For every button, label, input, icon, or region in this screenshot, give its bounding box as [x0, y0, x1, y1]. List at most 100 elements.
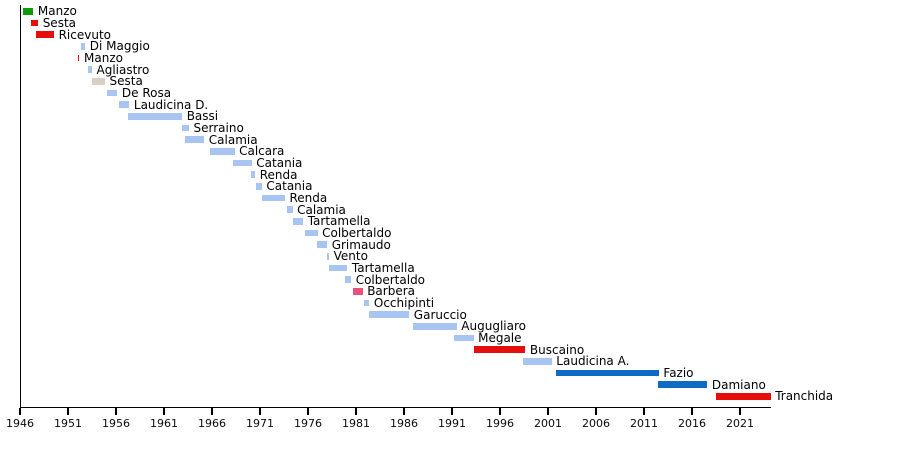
- y-axis-line: [20, 5, 22, 408]
- timeline-bar-calcara: [210, 148, 235, 155]
- x-axis-tick: [691, 408, 693, 415]
- timeline-bar-ricevuto: [35, 31, 54, 38]
- timeline-bar-label: Damiano: [711, 377, 766, 392]
- timeline-bar-label: Manzo: [84, 50, 123, 65]
- timeline-bar-sesta: [31, 19, 39, 27]
- x-axis-tick: [403, 408, 405, 415]
- timeline-bar-label: Ricevuto: [58, 27, 111, 42]
- x-axis-tick: [115, 408, 117, 415]
- timeline-bar-label: Occhipinti: [373, 296, 435, 310]
- x-axis-tick-label: 2011: [630, 417, 658, 431]
- x-axis-tick-label: 1946: [6, 417, 34, 431]
- timeline-bar-laudicina-a-: [523, 358, 552, 365]
- timeline-bar-renda: [261, 194, 285, 202]
- timeline-bar-vento: [327, 253, 330, 260]
- x-axis-tick: [163, 408, 165, 415]
- timeline-bar-label: Calamia: [297, 202, 346, 217]
- timeline-bar-renda: [250, 171, 256, 178]
- timeline-bar-buscaino: [474, 346, 526, 353]
- timeline-bar-colbertaldo: [305, 229, 318, 237]
- timeline-bar-garuccio: [369, 311, 410, 318]
- timeline-bar-label: Tranchida: [775, 389, 834, 404]
- x-axis-tick-label: 1996: [486, 417, 514, 431]
- x-axis-tick-label: 1981: [342, 417, 370, 431]
- timeline-bar-sesta: [92, 78, 105, 85]
- timeline-bar-tartamella: [329, 264, 348, 272]
- timeline-bar-label: Bassi: [186, 109, 219, 124]
- timeline-bar-label: Di Maggio: [89, 39, 150, 54]
- timeline-bar-laudicina-d-: [118, 101, 130, 108]
- timeline-bar-label: Garuccio: [413, 307, 467, 322]
- timeline-bar-occhipinti: [363, 299, 370, 307]
- x-axis-tick: [307, 408, 309, 415]
- x-axis-tick: [595, 408, 597, 415]
- timeline-bar-megale: [453, 334, 474, 342]
- x-axis-tick-label: 2016: [678, 417, 706, 431]
- x-axis-tick-label: 2021: [726, 417, 754, 431]
- timeline-bar-label: Calcara: [239, 144, 285, 159]
- x-axis-tick-label: 1976: [294, 417, 322, 431]
- timeline-bar-label: Colbertaldo: [322, 226, 392, 240]
- x-axis-tick-label: 1951: [54, 417, 82, 431]
- x-axis-tick-label: 1966: [198, 417, 226, 431]
- x-axis-tick: [67, 408, 69, 415]
- x-axis-tick: [451, 408, 453, 415]
- timeline-bar-bassi: [128, 113, 183, 120]
- x-axis-tick-label: 1961: [150, 417, 178, 431]
- timeline-bar-label: Tartamella: [307, 214, 371, 229]
- timeline-bar-serraino: [182, 124, 189, 132]
- timeline-bar-label: Vento: [333, 249, 368, 264]
- timeline-bar-de-rosa: [107, 89, 118, 97]
- x-axis-tick: [355, 408, 357, 415]
- timeline-bar-fazio: [556, 369, 659, 377]
- timeline-bar-label: Renda: [259, 167, 298, 182]
- timeline-bar-label: De Rosa: [121, 85, 172, 100]
- timeline-bar-damiano: [657, 381, 708, 388]
- timeline-bar-label: Renda: [289, 191, 328, 205]
- timeline-bar-tranchida: [716, 393, 771, 400]
- x-axis-line: [20, 406, 771, 408]
- timeline-bar-label: Catania: [256, 156, 303, 170]
- timeline-bar-manzo: [23, 8, 34, 15]
- x-axis-tick: [739, 408, 741, 415]
- x-axis-tick-label: 1971: [246, 417, 274, 431]
- timeline-bar-agliastro: [88, 66, 92, 73]
- x-axis-tick: [499, 408, 501, 415]
- timeline-bar-calamia: [185, 136, 205, 143]
- timeline-bar-label: Manzo: [37, 4, 77, 19]
- timeline-bar-label: Catania: [266, 179, 313, 194]
- timeline-bar-catania: [256, 183, 262, 190]
- timeline-bar-label: Serraino: [193, 121, 244, 135]
- x-axis-tick: [19, 408, 21, 415]
- x-axis-tick-label: 1956: [102, 417, 130, 431]
- timeline-bar-tartamella: [293, 218, 304, 225]
- timeline-bar-di-maggio: [80, 43, 86, 50]
- x-axis-tick-label: 2001: [534, 417, 562, 431]
- x-axis-tick: [211, 408, 213, 415]
- timeline-bar-catania: [232, 159, 252, 167]
- timeline-bar-label: Laudicina A.: [556, 354, 630, 369]
- timeline-bar-label: Grimaudo: [331, 237, 391, 252]
- x-axis-tick-label: 1991: [438, 417, 466, 431]
- timeline-bar-label: Laudicina D.: [133, 97, 209, 112]
- x-axis-tick-label: 2006: [582, 417, 610, 431]
- timeline-bar-colbertaldo: [345, 276, 352, 283]
- timeline-bar-label: Buscaino: [529, 342, 585, 357]
- timeline-bar-manzo: [78, 54, 80, 62]
- timeline-bar-label: Tartamella: [351, 261, 415, 275]
- timeline-bar-grimaudo: [316, 241, 328, 248]
- x-axis-tick: [547, 408, 549, 415]
- timeline-bar-label: Agliastro: [96, 62, 150, 77]
- timeline-bar-label: Augugliaro: [461, 319, 526, 334]
- timeline-bar-label: Sesta: [42, 15, 76, 30]
- timeline-bar-label: Colbertaldo: [355, 272, 426, 287]
- timeline-bar-label: Sesta: [109, 74, 143, 89]
- timeline-bar-barbera: [353, 288, 363, 295]
- timeline-bar-label: Barbera: [367, 284, 415, 299]
- x-axis-tick: [643, 408, 645, 415]
- x-axis-tick: [259, 408, 261, 415]
- timeline-bar-label: Megale: [478, 331, 522, 345]
- x-axis-tick-label: 1986: [390, 417, 418, 431]
